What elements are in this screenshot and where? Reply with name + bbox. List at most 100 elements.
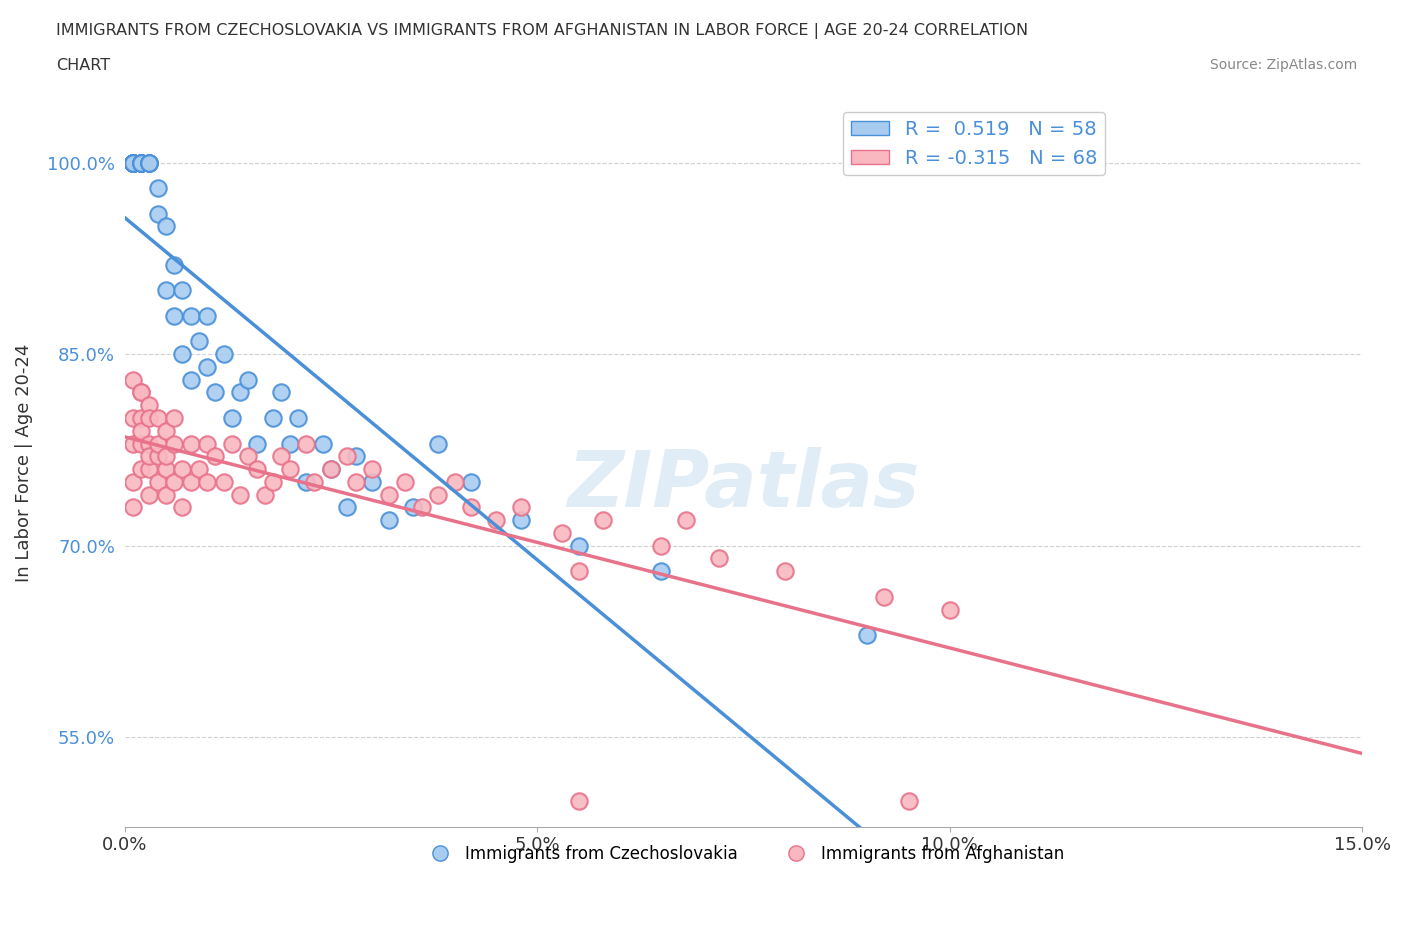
Point <box>180 372 202 387</box>
Point <box>180 309 202 324</box>
Point <box>138 155 160 170</box>
Point <box>204 449 226 464</box>
Point <box>411 500 433 515</box>
Point <box>163 474 186 489</box>
Point <box>129 410 152 425</box>
Point <box>278 436 301 451</box>
Point <box>212 474 235 489</box>
Point <box>138 155 160 170</box>
Point <box>121 155 143 170</box>
Point <box>195 309 218 324</box>
Point <box>146 474 169 489</box>
Point <box>939 602 962 617</box>
Point <box>129 385 152 400</box>
Point <box>121 155 143 170</box>
Point <box>146 449 169 464</box>
Point <box>707 551 730 566</box>
Point <box>195 360 218 375</box>
Point <box>163 410 186 425</box>
Point <box>121 155 143 170</box>
Point <box>270 385 292 400</box>
Point <box>204 385 226 400</box>
Point <box>344 449 367 464</box>
Point <box>460 500 482 515</box>
Point <box>212 347 235 362</box>
Point <box>121 500 143 515</box>
Point <box>567 538 589 553</box>
Point <box>377 487 399 502</box>
Point <box>172 347 194 362</box>
Point <box>567 564 589 578</box>
Point <box>650 564 672 578</box>
Point <box>121 155 143 170</box>
Point <box>195 436 218 451</box>
Point <box>246 461 269 476</box>
Point <box>278 461 301 476</box>
Point <box>897 793 920 808</box>
Point <box>856 628 879 643</box>
Point <box>336 449 359 464</box>
Point <box>270 449 292 464</box>
Point <box>138 436 160 451</box>
Point <box>361 461 384 476</box>
Point <box>155 487 177 502</box>
Point <box>336 500 359 515</box>
Point <box>344 474 367 489</box>
Point <box>402 500 425 515</box>
Text: CHART: CHART <box>56 58 110 73</box>
Point <box>121 372 143 387</box>
Point <box>567 793 589 808</box>
Point <box>121 155 143 170</box>
Point <box>180 436 202 451</box>
Point <box>121 155 143 170</box>
Point <box>155 423 177 438</box>
Point <box>675 512 697 527</box>
Point <box>129 423 152 438</box>
Point <box>155 449 177 464</box>
Point <box>121 155 143 170</box>
Point <box>551 525 574 540</box>
Point <box>172 461 194 476</box>
Point <box>172 500 194 515</box>
Point <box>121 155 143 170</box>
Point <box>138 155 160 170</box>
Point <box>361 474 384 489</box>
Point <box>427 436 450 451</box>
Point <box>873 590 896 604</box>
Point <box>295 474 318 489</box>
Point <box>121 155 143 170</box>
Point <box>138 398 160 413</box>
Point <box>221 410 243 425</box>
Text: IMMIGRANTS FROM CZECHOSLOVAKIA VS IMMIGRANTS FROM AFGHANISTAN IN LABOR FORCE | A: IMMIGRANTS FROM CZECHOSLOVAKIA VS IMMIGR… <box>56 23 1028 39</box>
Point <box>121 474 143 489</box>
Point <box>187 461 209 476</box>
Text: ZIPatlas: ZIPatlas <box>568 446 920 523</box>
Point <box>146 410 169 425</box>
Point <box>311 436 333 451</box>
Point <box>394 474 416 489</box>
Point <box>238 372 260 387</box>
Point <box>262 410 284 425</box>
Point <box>138 449 160 464</box>
Point <box>121 155 143 170</box>
Text: Source: ZipAtlas.com: Source: ZipAtlas.com <box>1209 58 1357 72</box>
Point <box>377 512 399 527</box>
Point <box>304 474 326 489</box>
Point <box>443 474 465 489</box>
Point <box>221 436 243 451</box>
Point <box>121 155 143 170</box>
Point <box>121 410 143 425</box>
Point <box>129 461 152 476</box>
Point <box>155 461 177 476</box>
Point <box>319 461 342 476</box>
Point <box>138 461 160 476</box>
Point <box>163 258 186 272</box>
Point <box>650 538 672 553</box>
Point <box>287 410 309 425</box>
Point <box>146 206 169 221</box>
Point <box>246 436 269 451</box>
Point <box>485 512 508 527</box>
Point <box>238 449 260 464</box>
Point <box>295 436 318 451</box>
Point <box>121 436 143 451</box>
